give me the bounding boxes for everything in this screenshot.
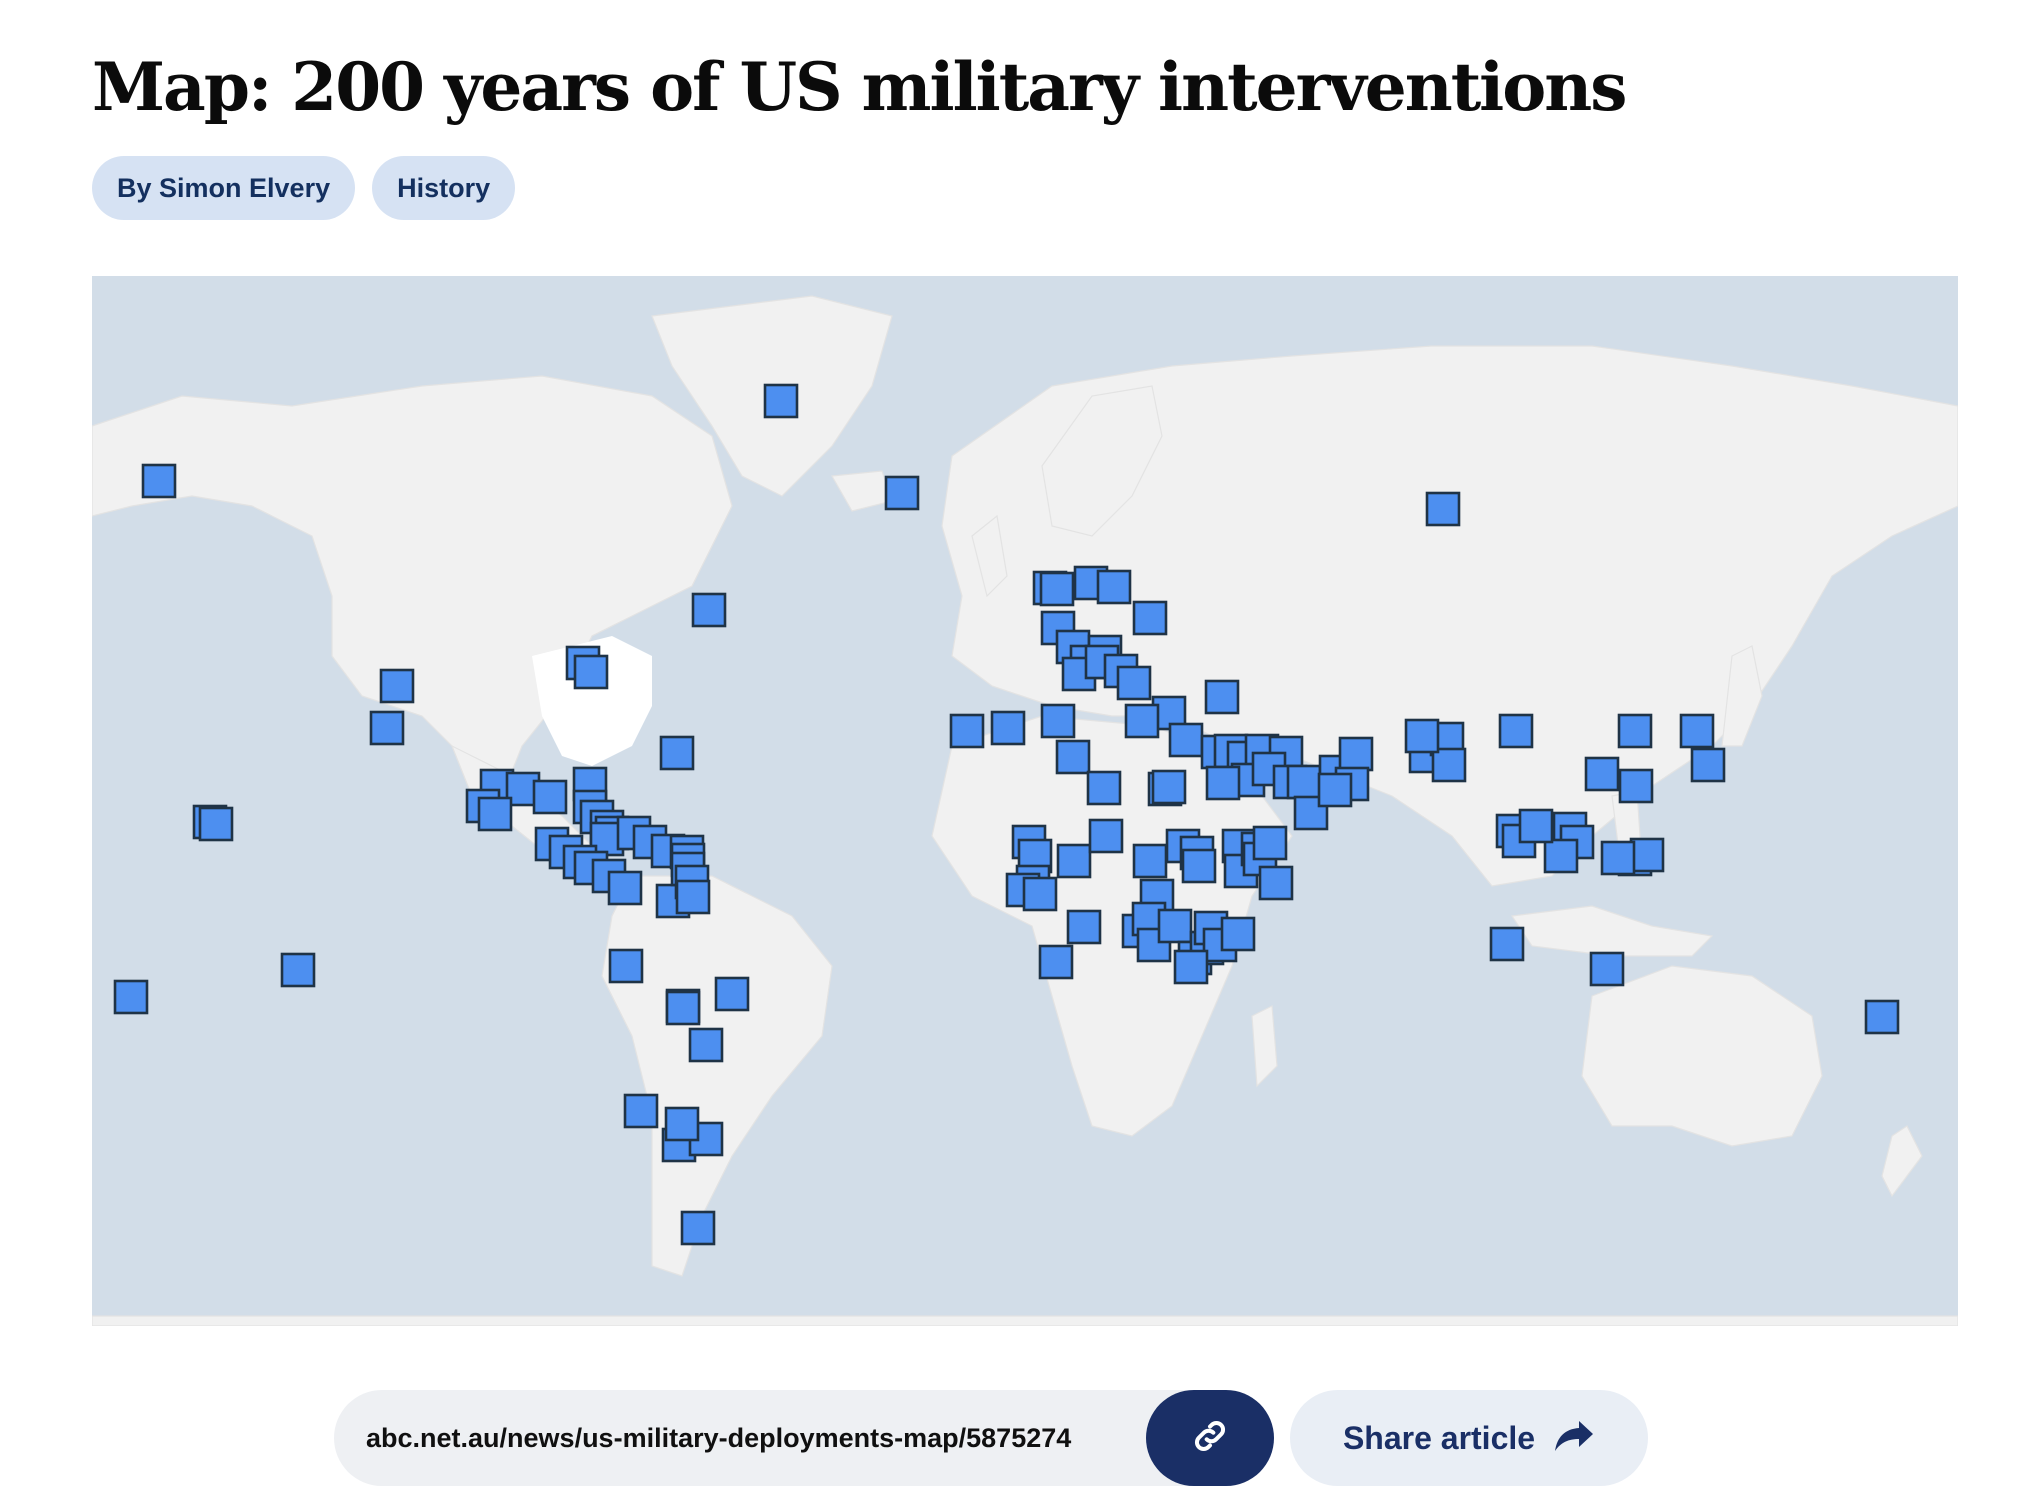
intervention-marker[interactable] [1132,600,1168,636]
intervention-marker[interactable] [1181,848,1217,884]
intervention-marker[interactable] [1258,865,1294,901]
intervention-marker[interactable] [1157,908,1193,944]
link-icon [1190,1416,1230,1460]
intervention-marker[interactable] [688,1027,724,1063]
intervention-marker[interactable] [675,879,711,915]
intervention-marker[interactable] [573,654,609,690]
new-zealand [1881,1125,1923,1198]
intervention-marker[interactable] [623,1093,659,1129]
australia [1581,965,1823,1147]
intervention-marker[interactable] [659,735,695,771]
intervention-marker[interactable] [379,668,415,704]
map-canvas [92,295,1958,1326]
intervention-marker[interactable] [763,383,799,419]
tag-list: By Simon Elvery History [92,156,516,220]
intervention-marker[interactable] [664,1106,700,1142]
us-highlight [532,636,652,766]
intervention-marker[interactable] [113,979,149,1015]
antarctic-edge [92,1315,1958,1326]
intervention-marker[interactable] [1096,569,1132,605]
intervention-marker[interactable] [532,779,568,815]
intervention-marker[interactable] [1088,818,1124,854]
share-article-button[interactable]: Share article [1290,1390,1648,1486]
intervention-marker[interactable] [1173,949,1209,985]
world-map[interactable] [92,276,1958,1326]
iceland [831,470,893,512]
author-tag[interactable]: By Simon Elvery [92,156,356,220]
intervention-marker[interactable] [280,952,316,988]
intervention-markers [113,383,1900,1246]
topic-tag-history[interactable]: History [372,156,516,220]
intervention-marker[interactable] [1338,736,1374,772]
intervention-marker[interactable] [990,710,1026,746]
article-url-box[interactable]: abc.net.au/news/us-military-deployments-… [334,1390,1264,1486]
landmasses [92,295,1958,1326]
intervention-marker[interactable] [1600,840,1636,876]
intervention-marker[interactable] [1132,843,1168,879]
intervention-marker[interactable] [1864,999,1900,1035]
intervention-marker[interactable] [1286,764,1322,800]
page-title: Map: 200 years of US military interventi… [92,48,1627,126]
intervention-marker[interactable] [1629,837,1665,873]
madagascar [1251,1005,1278,1088]
share-arrow-icon [1553,1419,1595,1457]
intervention-marker[interactable] [1022,876,1058,912]
intervention-marker[interactable] [884,475,920,511]
intervention-marker[interactable] [608,948,644,984]
intervention-marker[interactable] [1431,747,1467,783]
intervention-marker[interactable] [1404,718,1440,754]
intervention-marker[interactable] [1086,770,1122,806]
intervention-marker[interactable] [1425,491,1461,527]
intervention-marker[interactable] [1168,722,1204,758]
intervention-marker[interactable] [691,592,727,628]
intervention-marker[interactable] [1618,768,1654,804]
intervention-marker[interactable] [949,713,985,749]
intervention-marker[interactable] [141,463,177,499]
intervention-marker[interactable] [1679,713,1715,749]
intervention-marker[interactable] [1252,825,1288,861]
intervention-marker[interactable] [1617,713,1653,749]
intervention-marker[interactable] [1205,765,1241,801]
intervention-marker[interactable] [665,990,701,1026]
intervention-marker[interactable] [714,976,750,1012]
intervention-marker[interactable] [1038,944,1074,980]
intervention-marker[interactable] [369,710,405,746]
copy-link-button[interactable] [1146,1390,1274,1486]
intervention-marker[interactable] [607,870,643,906]
intervention-marker[interactable] [198,806,234,842]
intervention-marker[interactable] [1066,909,1102,945]
british-isles [971,514,1008,598]
south-america [601,875,833,1277]
intervention-marker[interactable] [1124,703,1160,739]
intervention-marker[interactable] [1498,713,1534,749]
intervention-marker[interactable] [1204,679,1240,715]
intervention-marker[interactable] [1543,838,1579,874]
intervention-marker[interactable] [1584,756,1620,792]
intervention-marker[interactable] [477,796,513,832]
scandinavia [1041,385,1163,537]
intervention-marker[interactable] [680,1210,716,1246]
intervention-marker[interactable] [1151,769,1187,805]
intervention-marker[interactable] [1489,926,1525,962]
intervention-marker[interactable] [1116,665,1152,701]
intervention-marker[interactable] [1690,747,1726,783]
intervention-marker[interactable] [1040,703,1076,739]
intervention-marker[interactable] [1039,571,1075,607]
intervention-marker[interactable] [1317,772,1353,808]
indonesia [1510,905,1714,957]
intervention-marker[interactable] [1220,916,1256,952]
share-article-label: Share article [1342,1419,1536,1456]
article-url[interactable]: abc.net.au/news/us-military-deployments-… [366,1423,1072,1453]
intervention-marker[interactable] [1055,739,1091,775]
intervention-marker[interactable] [1589,951,1625,987]
intervention-marker[interactable] [1518,808,1554,844]
japan [1721,645,1763,747]
intervention-marker[interactable] [1056,843,1092,879]
